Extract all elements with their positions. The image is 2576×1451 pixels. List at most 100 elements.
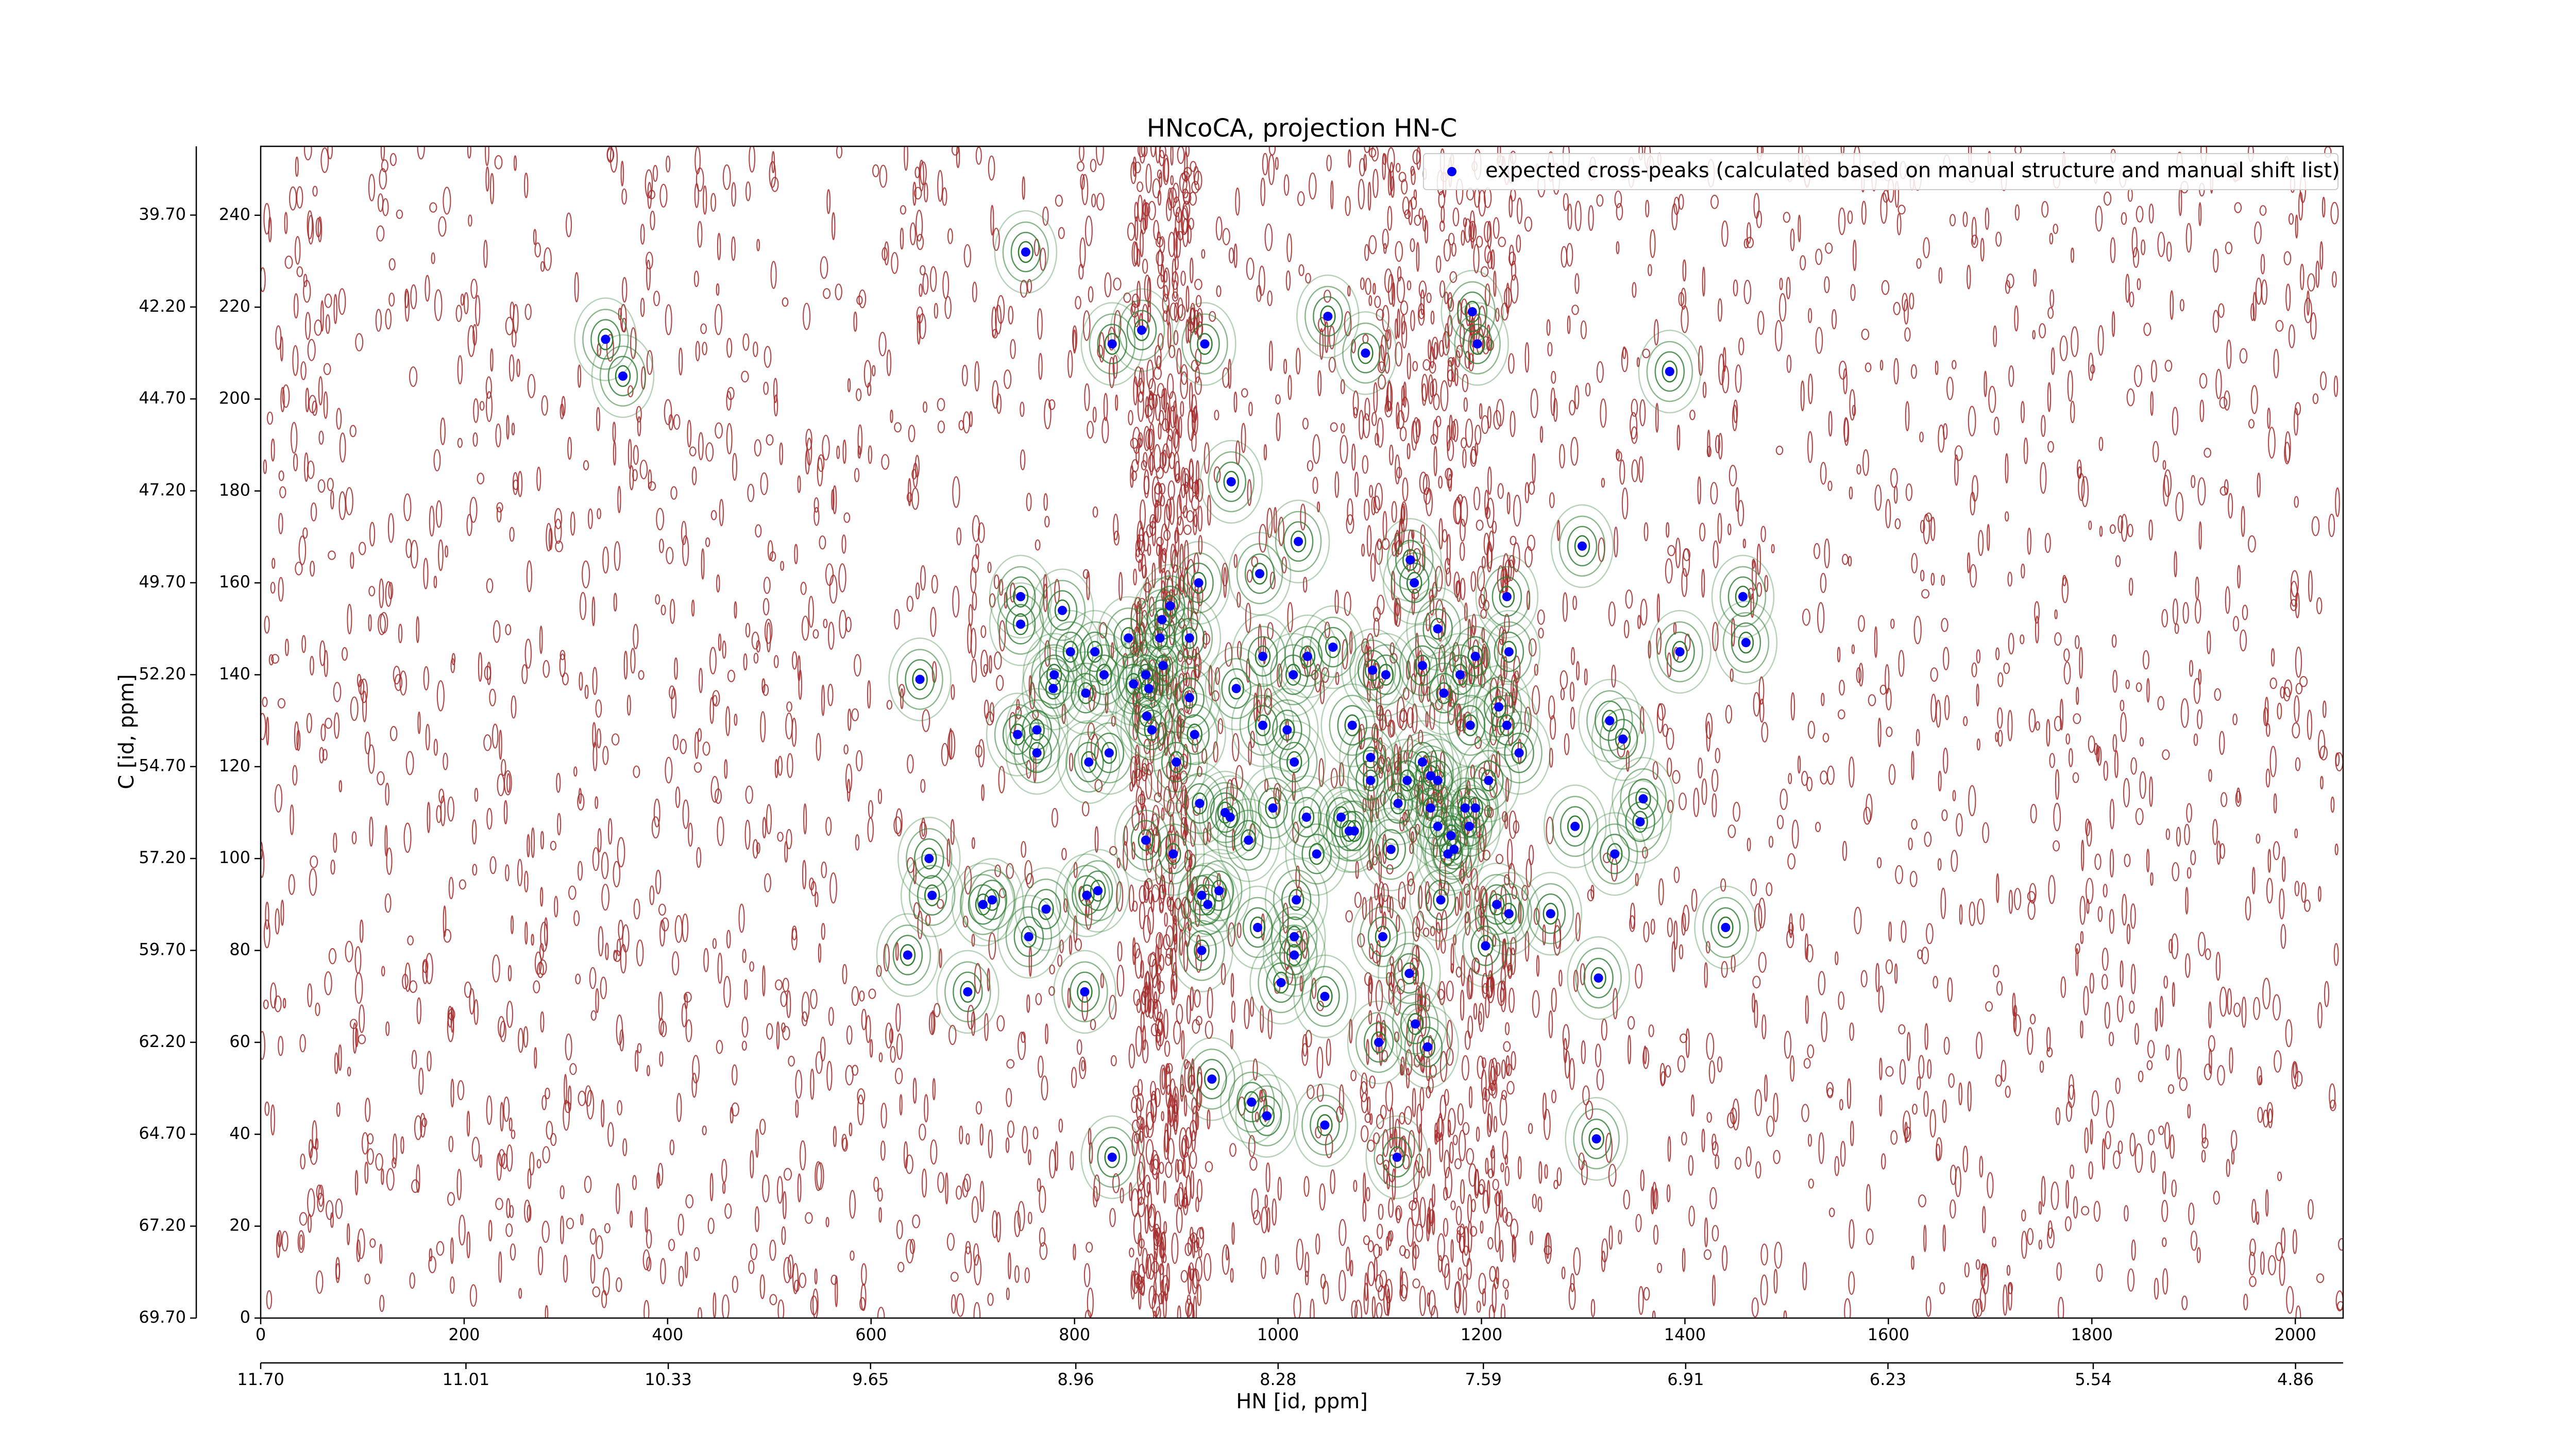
cross-peak xyxy=(1423,1042,1432,1052)
cross-peak xyxy=(1471,803,1480,813)
cross-peak xyxy=(1141,836,1150,845)
cross-peak xyxy=(1411,1019,1420,1028)
cross-peak xyxy=(1290,932,1299,941)
cross-peak xyxy=(1016,619,1025,629)
cross-peak xyxy=(1594,973,1603,983)
cross-peak xyxy=(927,891,937,900)
y-tick-label: 60 xyxy=(229,1032,250,1051)
cross-peak xyxy=(1665,367,1674,376)
y-tick-label: 0 xyxy=(240,1307,250,1327)
cross-peak xyxy=(1262,1111,1272,1121)
cross-peak xyxy=(1468,307,1477,316)
chart-title: HNcoCA, projection HN-C xyxy=(1147,114,1457,143)
cross-peak xyxy=(1190,730,1199,739)
cross-peak xyxy=(1418,661,1427,670)
cross-peak xyxy=(1232,684,1241,693)
cross-peak xyxy=(1436,895,1446,904)
cross-peak xyxy=(1024,932,1033,941)
cross-peak xyxy=(1124,633,1133,643)
cross-peak xyxy=(1172,757,1181,767)
y-tick-label: 180 xyxy=(219,480,250,500)
cross-peak xyxy=(1290,757,1299,767)
cross-peak xyxy=(1494,702,1503,712)
cross-peak xyxy=(1277,978,1286,987)
cross-peak xyxy=(988,895,997,904)
y-tick-label: 120 xyxy=(219,756,250,775)
cross-peak xyxy=(1194,578,1204,587)
x2-tick-label: 10.33 xyxy=(645,1370,692,1389)
cross-peak xyxy=(963,987,972,997)
cross-peak xyxy=(1013,730,1022,739)
x-tick-label: 1600 xyxy=(1868,1325,1909,1344)
cross-peak xyxy=(618,372,628,381)
y-tick-label: 200 xyxy=(219,388,250,408)
cross-peak xyxy=(1741,638,1751,647)
cross-peak xyxy=(1108,339,1117,348)
cross-peak xyxy=(1721,923,1730,932)
cross-peak xyxy=(1492,900,1501,909)
cross-peak xyxy=(1294,537,1303,546)
x-tick-label: 600 xyxy=(855,1325,887,1344)
cross-peak xyxy=(1185,693,1194,702)
x2-tick-label: 11.01 xyxy=(443,1370,490,1389)
y-tick-label: 80 xyxy=(229,940,250,959)
cross-peak xyxy=(1137,326,1146,335)
cross-peak xyxy=(1203,900,1212,909)
x-tick-label: 800 xyxy=(1059,1325,1090,1344)
cross-peak xyxy=(1320,1120,1329,1129)
cross-peak xyxy=(1144,684,1154,693)
cross-peak xyxy=(1433,776,1443,785)
y-tick-label: 240 xyxy=(219,205,250,224)
cross-peak xyxy=(1255,569,1264,578)
cross-peak xyxy=(1258,652,1267,661)
cross-peak xyxy=(1142,712,1151,721)
cross-peak xyxy=(1592,1134,1601,1143)
cross-peak xyxy=(1605,716,1614,726)
cross-peak xyxy=(924,854,934,863)
y-tick-label: 220 xyxy=(219,296,250,316)
cross-peak xyxy=(978,900,988,909)
cross-peak xyxy=(1080,987,1089,997)
cross-peak xyxy=(1168,849,1178,858)
cross-peak xyxy=(1268,803,1278,813)
cross-peak xyxy=(1433,624,1443,633)
cross-peak xyxy=(1244,836,1253,845)
cross-peak xyxy=(1418,757,1427,767)
cross-peak xyxy=(1016,592,1025,601)
cross-peak xyxy=(1323,312,1332,321)
cross-peak xyxy=(1049,670,1059,680)
cross-peak xyxy=(1348,721,1357,730)
cross-peak xyxy=(1443,849,1452,858)
cross-peak xyxy=(1610,849,1619,858)
cross-peak xyxy=(1394,799,1403,808)
cross-peak xyxy=(1303,652,1312,661)
x-tick-label: 2000 xyxy=(2274,1325,2316,1344)
cross-peak xyxy=(1378,932,1387,941)
cross-peak xyxy=(1082,891,1091,900)
cross-peak xyxy=(1578,542,1587,551)
cross-peak xyxy=(1738,592,1748,601)
cross-peak xyxy=(916,674,925,684)
cross-peak xyxy=(1473,339,1482,348)
cross-peak xyxy=(1141,670,1150,680)
cross-peak xyxy=(1185,633,1194,643)
cross-peak xyxy=(1405,555,1415,565)
cross-peak xyxy=(1466,721,1475,730)
cross-peak xyxy=(1675,647,1685,656)
cross-peak xyxy=(1361,348,1370,358)
cross-peak xyxy=(1129,679,1138,688)
cross-peak xyxy=(1108,1153,1117,1162)
cross-peak xyxy=(1290,951,1299,960)
cross-peak xyxy=(1247,1098,1256,1107)
cross-peak xyxy=(1081,688,1090,698)
x-tick-label: 1000 xyxy=(1257,1325,1299,1344)
cross-peak xyxy=(1099,670,1109,680)
cross-peak xyxy=(1282,726,1292,735)
cross-peak xyxy=(1157,615,1166,625)
cross-peak xyxy=(1147,726,1157,735)
cross-peak xyxy=(1465,822,1474,831)
y-tick-label: 40 xyxy=(229,1123,250,1143)
cross-peak xyxy=(1289,670,1298,680)
cross-peak xyxy=(1253,923,1262,932)
